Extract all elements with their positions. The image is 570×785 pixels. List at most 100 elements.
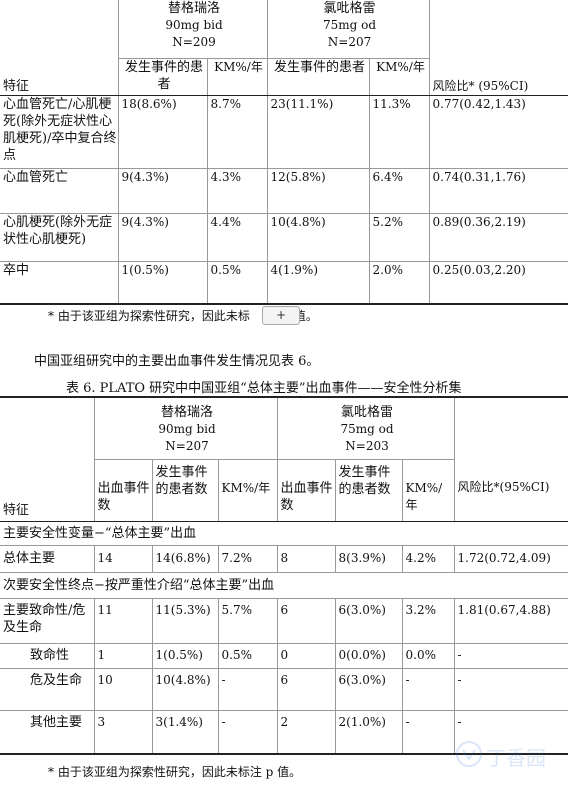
- row-g1-km: 0.5%: [206, 261, 268, 305]
- row-g2-events: 2(1.0%): [334, 710, 402, 755]
- row-g1-bleed: 11: [93, 598, 152, 644]
- row-g1-events: 1(0.5%): [117, 261, 207, 305]
- row-g2-km: 2.0%: [368, 261, 430, 305]
- row-hr: 1.81(0.67,4.88): [453, 598, 569, 644]
- row-g2-km: 5.2%: [368, 213, 430, 262]
- group-header-row: 替格瑞洛 90mg bid N=207 氯吡格雷 75mg od N=203: [0, 397, 569, 459]
- row-g2-km: -: [401, 668, 455, 711]
- row-g1-bleed: 1: [93, 643, 152, 669]
- group2-name: 氯吡格雷: [323, 1, 376, 16]
- row-g2-km: 6.4%: [368, 168, 430, 214]
- row-g2-events: 6(3.0%): [334, 668, 402, 711]
- row-g2-km: 11.3%: [368, 95, 430, 169]
- row-g1-bleed: 3: [93, 710, 152, 755]
- row-g2-bleed: 2: [276, 710, 335, 755]
- row-g2-events: 23(11.1%): [266, 95, 370, 169]
- row-feature: 致命性: [0, 643, 94, 669]
- row-feature: 心血管死亡: [0, 168, 118, 214]
- group2-n: N=203: [345, 439, 389, 453]
- row-g1-km: 4.4%: [206, 213, 268, 262]
- row-hr: 0.25(0.03,2.20): [428, 261, 569, 305]
- col-g1-events: 发生事件的患者: [117, 57, 207, 96]
- group1-n: N=207: [165, 439, 209, 453]
- group1-name: 替格瑞洛: [168, 1, 221, 16]
- body-paragraph: 中国亚组研究中的主要出血事件发生情况见表 6。: [34, 354, 320, 369]
- group2-dose: 75mg od: [340, 422, 394, 436]
- row-g1-events: 9(4.3%): [117, 168, 207, 214]
- watermark: 丁香园: [452, 736, 564, 772]
- col-g2-km: KM%/年: [368, 57, 430, 96]
- row-g2-bleed: 8: [276, 545, 335, 573]
- row-feature: 主要致命性/危及生命: [0, 598, 94, 644]
- group1-name: 替格瑞洛: [160, 405, 213, 420]
- col-feature: 特征: [0, 459, 94, 522]
- add-button[interactable]: +: [262, 306, 300, 325]
- column-header-row: 特征 出血事件数 发生事件的患者数 KM%/年 出血事件数 发生事件的患者数 K…: [0, 458, 569, 522]
- row-feature: 卒中: [0, 261, 118, 305]
- row-hr: -: [453, 668, 569, 711]
- group2-header: 氯吡格雷 75mg od N=203: [276, 397, 455, 459]
- row-feature: 总体主要: [0, 545, 94, 573]
- row-g2-bleed: 6: [276, 598, 335, 644]
- table-row: 主要致命性/危及生命 11 11(5.3%) 5.7% 6 6(3.0%) 3.…: [0, 598, 569, 644]
- row-g1-bleed: 10: [93, 668, 152, 711]
- section-row: 次要安全性终点−按严重性介绍“总体主要”出血: [0, 572, 569, 599]
- row-g1-km: 8.7%: [206, 95, 268, 169]
- col-g2-km: KM%/年: [401, 458, 455, 522]
- efficacy-table: 替格瑞洛 90mg bid N=209 氯吡格雷 75mg od N=207 特…: [0, 0, 569, 305]
- col-g1-km: KM%/年: [206, 57, 268, 96]
- table-caption: 表 6. PLATO 研究中中国亚组“总体主要”出血事件——安全性分析集: [66, 381, 462, 396]
- group1-n: N=209: [172, 35, 216, 49]
- row-hr: 0.89(0.36,2.19): [428, 213, 569, 262]
- table-row: 致命性 1 1(0.5%) 0.5% 0 0(0.0%) 0.0% -: [0, 643, 569, 669]
- row-g1-events: 18(8.6%): [117, 95, 207, 169]
- col-g1-events: 发生事件的患者数: [151, 458, 218, 522]
- row-g1-events: 10(4.8%): [151, 668, 218, 711]
- table-row: 危及生命 10 10(4.8%) - 6 6(3.0%) - -: [0, 668, 569, 711]
- bleeding-table: 替格瑞洛 90mg bid N=207 氯吡格雷 75mg od N=203 特…: [0, 396, 569, 755]
- group2-dose: 75mg od: [322, 18, 377, 32]
- row-hr: -: [453, 643, 569, 669]
- row-g2-km: 4.2%: [401, 545, 455, 573]
- row-hr: 1.72(0.72,4.09): [453, 545, 569, 573]
- row-g1-km: 0.5%: [217, 643, 277, 669]
- row-g1-events: 1(0.5%): [151, 643, 218, 669]
- row-g1-events: 9(4.3%): [117, 213, 207, 262]
- watermark-text: 丁香园: [486, 746, 546, 770]
- row-feature: 其他主要: [0, 710, 94, 755]
- row-g2-km: 3.2%: [401, 598, 455, 644]
- group-header-row: 替格瑞洛 90mg bid N=209 氯吡格雷 75mg od N=207: [0, 0, 569, 58]
- col-g2-events: 发生事件的患者: [266, 57, 370, 96]
- row-g1-events: 3(1.4%): [151, 710, 218, 755]
- row-feature: 心血管死亡/心肌梗死(除外无症状性心肌梗死)/卒中复合终点: [0, 95, 118, 169]
- column-header-row: 特征 发生事件的患者 KM%/年 发生事件的患者 KM%/年 风险比* (95%…: [0, 57, 569, 96]
- row-hr: -: [453, 710, 569, 755]
- section-title: 主要安全性变量−“总体主要”出血: [0, 521, 569, 546]
- col-hr: 风险比* (95%CI): [428, 58, 569, 96]
- row-g2-events: 12(5.8%): [266, 168, 370, 214]
- row-g2-bleed: 0: [276, 643, 335, 669]
- row-g2-events: 0(0.0%): [334, 643, 402, 669]
- row-hr: 0.74(0.31,1.76): [428, 168, 569, 214]
- group1-dose: 90mg bid: [158, 422, 216, 436]
- row-g2-events: 10(4.8%): [266, 213, 370, 262]
- row-feature: 危及生命: [0, 668, 94, 711]
- col-g2-bleed: 出血事件数: [276, 458, 335, 522]
- group2-name: 氯吡格雷: [341, 405, 394, 420]
- row-g1-km: 4.3%: [206, 168, 268, 214]
- col-hr: 风险比*(95%CI): [453, 459, 569, 522]
- row-g2-km: 0.0%: [401, 643, 455, 669]
- col-g1-bleed: 出血事件数: [93, 458, 152, 522]
- row-g1-km: 7.2%: [217, 545, 277, 573]
- row-g2-events: 4(1.9%): [266, 261, 370, 305]
- col-feature: 特征: [0, 58, 118, 96]
- row-g1-bleed: 14: [93, 545, 152, 573]
- row-feature: 心肌梗死(除外无症状性心肌梗死): [0, 213, 118, 262]
- row-g1-km: 5.7%: [217, 598, 277, 644]
- row-g1-km: -: [217, 710, 277, 755]
- watermark-logo-icon: [456, 741, 482, 767]
- row-hr: 0.77(0.42,1.43): [428, 95, 569, 169]
- row-g2-bleed: 6: [276, 668, 335, 711]
- col-g1-km: KM%/年: [217, 458, 277, 522]
